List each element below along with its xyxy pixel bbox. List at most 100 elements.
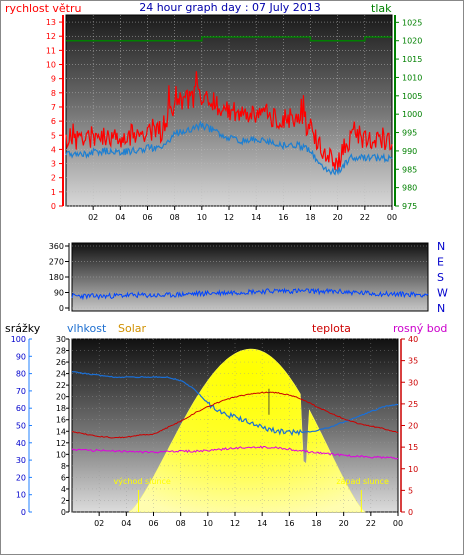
x-tick-label: 18	[311, 519, 321, 528]
wind-speed-tick-label: 3	[51, 160, 56, 169]
wind-pressure-series	[65, 36, 393, 176]
pressure-tick-label: 1020	[402, 37, 422, 46]
humidity-tick-label: 22	[56, 381, 66, 390]
temperature-tick-label: 5	[408, 486, 413, 495]
x-tick-label: 02	[94, 519, 104, 528]
wind-speed-tick-label: 1	[51, 188, 56, 197]
x-tick-label: 22	[366, 519, 376, 528]
wind-average-line	[65, 120, 393, 176]
sunrise-label: východ slunce	[114, 477, 171, 486]
direction-tick-label: 180	[49, 273, 64, 282]
wind-speed-tick-label: 5	[51, 131, 56, 140]
temperature-tick-label: 25	[408, 400, 418, 409]
compass-label: S	[437, 271, 444, 284]
temperature-line	[72, 391, 399, 439]
rain-tick-label: 100	[11, 335, 26, 344]
wind-speed-tick-label: 0	[51, 202, 56, 211]
humidity-line	[71, 371, 399, 437]
x-tick-label: 02	[88, 213, 98, 222]
pressure-line	[66, 36, 392, 42]
rain-tick-label: 90	[16, 352, 26, 361]
rain-tick-label: 40	[16, 439, 26, 448]
compass-label: E	[437, 256, 444, 269]
pressure-tick-label: 1000	[402, 110, 422, 119]
wind-speed-tick-label: 11	[46, 46, 56, 55]
pressure-tick-label: 990	[402, 147, 417, 156]
temperature-tick-label: 15	[408, 443, 418, 452]
wind-direction-grid	[72, 245, 428, 309]
solar-radiation-area	[128, 348, 367, 513]
temperature-label: teplota	[312, 322, 351, 335]
temperature-tick-label: 20	[408, 422, 418, 431]
humidity-temperature-x-axis: 02 04 06 08 10 12 14 16 18 20 22 00	[94, 512, 403, 528]
x-tick-label: 12	[224, 213, 234, 222]
humidity-tick-label: 2	[61, 496, 66, 505]
humidity-tick-label: 16	[56, 416, 66, 425]
pressure-tick-label: 995	[402, 129, 417, 138]
direction-tick-label: 90	[54, 289, 64, 298]
x-tick-label: 00	[387, 213, 397, 222]
rain-label: srážky	[5, 322, 41, 335]
pressure-label: tlak	[371, 2, 392, 15]
pressure-tick-label: 1005	[402, 92, 422, 101]
humidity-tick-label: 28	[56, 347, 66, 356]
rain-tick-label: 30	[16, 456, 26, 465]
direction-tick-label: 0	[59, 304, 64, 313]
wind-direction-series	[71, 287, 429, 301]
x-tick-label: 08	[170, 213, 180, 222]
wind-speed-tick-label: 6	[51, 117, 56, 126]
wind-speed-tick-label: 2	[51, 174, 56, 183]
humidity-tick-label: 26	[56, 358, 66, 367]
humidity-temperature-grid	[72, 338, 398, 513]
pressure-tick-label: 980	[402, 184, 417, 193]
x-tick-label: 10	[203, 519, 213, 528]
graph-title: 24 hour graph day : 07 July 2013	[139, 1, 321, 14]
rain-tick-label: 60	[16, 404, 26, 413]
direction-tick-label: 360	[49, 242, 64, 251]
pressure-tick-label: 975	[402, 202, 417, 211]
pressure-axis: 975 980 985 990 995 1000 1005 1010 1015 1020 1025	[394, 15, 422, 211]
solar-area	[128, 348, 367, 513]
wind-speed-label: rychlost větru	[5, 2, 81, 15]
humidity-temperature-axes: 0102030405060708090100024681012141618202…	[11, 335, 418, 517]
wind-pressure-x-axis: 02 04 06 08 10 12 14 16 18 20 22 00	[88, 206, 397, 222]
x-tick-label: 06	[142, 213, 152, 222]
humidity-tick-label: 24	[56, 370, 66, 379]
rain-tick-label: 50	[16, 422, 26, 431]
pressure-tick-label: 1025	[402, 18, 422, 27]
wind-speed-tick-label: 12	[46, 32, 56, 41]
wind-direction-axis: 0 90 180 270 360	[49, 242, 70, 313]
temperature-tick-label: 10	[408, 465, 418, 474]
x-tick-label: 16	[278, 213, 288, 222]
x-tick-label: 18	[305, 213, 315, 222]
temperature-tick-label: 40	[408, 335, 418, 344]
x-tick-label: 20	[333, 213, 343, 222]
compass-label: W	[437, 287, 448, 300]
rain-tick-label: 0	[21, 508, 26, 517]
pressure-tick-label: 1015	[402, 55, 422, 64]
x-tick-label: 08	[176, 519, 186, 528]
humidity-label: vlhkost	[67, 322, 107, 335]
sunset-label: západ slunce	[336, 477, 389, 486]
wind-speed-tick-label: 8	[51, 89, 56, 98]
temperature-tick-label: 30	[408, 378, 418, 387]
rain-tick-label: 80	[16, 370, 26, 379]
x-tick-label: 04	[115, 213, 125, 222]
humidity-tick-label: 12	[56, 439, 66, 448]
dewpoint-label: rosný bod	[393, 322, 447, 335]
wind-pressure-grid	[66, 15, 392, 207]
wind-speed-tick-label: 9	[51, 75, 56, 84]
rain-tick-label: 10	[16, 491, 26, 500]
humidity-tick-label: 6	[61, 473, 66, 482]
x-tick-label: 12	[230, 519, 240, 528]
x-tick-label: 14	[251, 213, 261, 222]
x-tick-label: 16	[284, 519, 294, 528]
wind-direction-line	[71, 287, 429, 301]
compass-label: N	[437, 302, 445, 315]
wind-gust-line	[65, 71, 393, 171]
solar-label: Solar	[118, 322, 147, 335]
x-tick-label: 06	[148, 519, 158, 528]
humidity-tick-label: 4	[61, 485, 66, 494]
dewpoint-line	[71, 445, 399, 460]
